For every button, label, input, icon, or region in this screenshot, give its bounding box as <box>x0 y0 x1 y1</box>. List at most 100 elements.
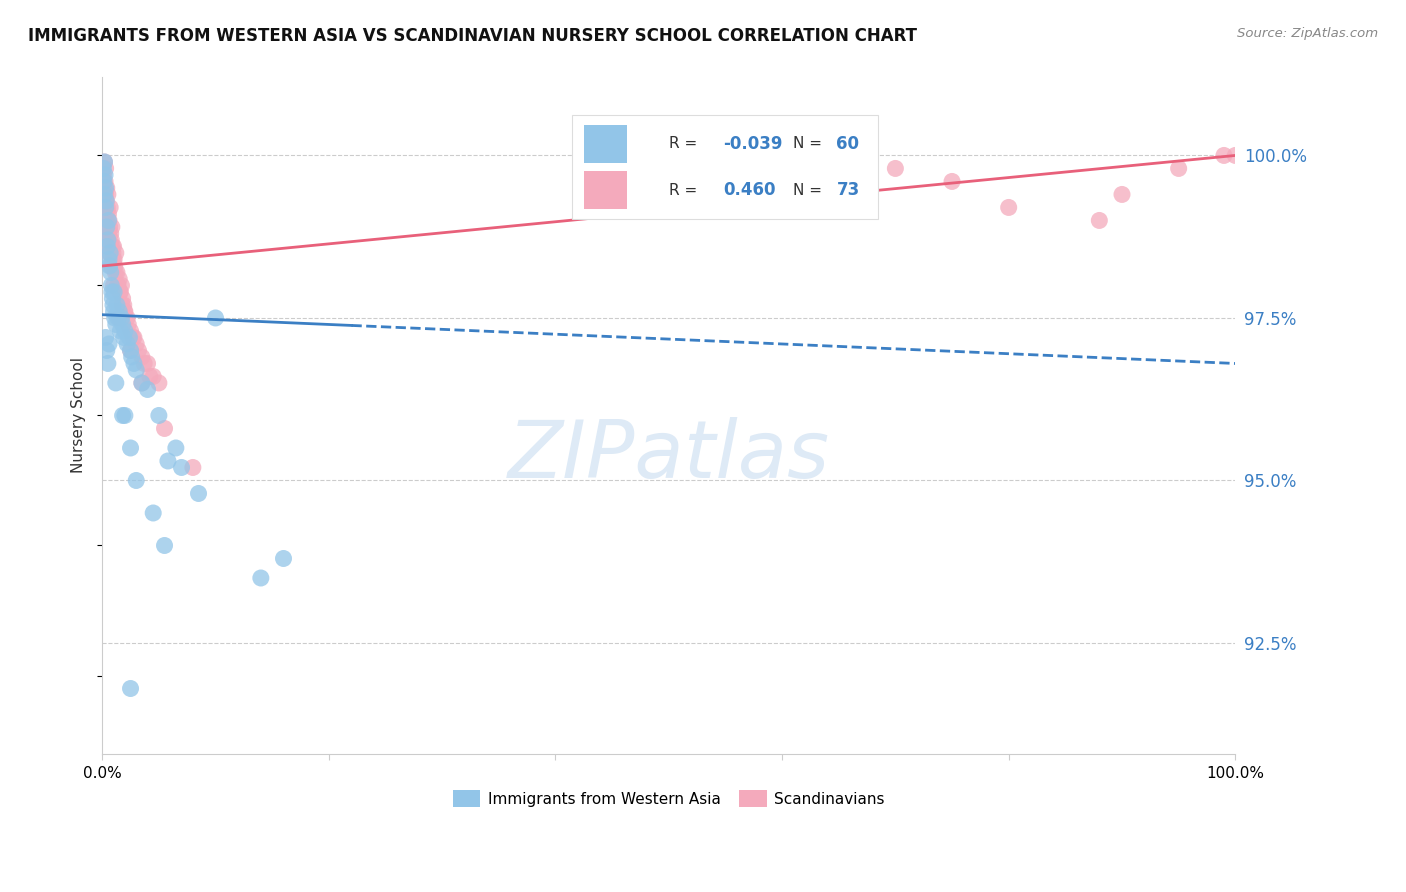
Point <box>98 201 121 215</box>
Point <box>104 259 127 273</box>
Point <box>96 207 118 221</box>
Point <box>120 681 142 696</box>
Point <box>100 239 122 253</box>
Bar <box>583 171 627 209</box>
Point <box>101 246 124 260</box>
Point <box>96 219 118 234</box>
Point <box>131 350 153 364</box>
Point <box>93 187 115 202</box>
Point <box>117 318 139 332</box>
Text: ZIPatlas: ZIPatlas <box>508 417 830 495</box>
Point <box>142 369 165 384</box>
Text: 73: 73 <box>837 181 859 199</box>
Point <box>153 539 176 553</box>
Point <box>153 421 176 435</box>
Point <box>98 219 121 234</box>
Point <box>114 409 136 423</box>
Point <box>165 441 187 455</box>
Point <box>114 324 136 338</box>
Point <box>136 383 159 397</box>
Point <box>110 310 132 325</box>
Point <box>98 252 121 267</box>
Text: IMMIGRANTS FROM WESTERN ASIA VS SCANDINAVIAN NURSERY SCHOOL CORRELATION CHART: IMMIGRANTS FROM WESTERN ASIA VS SCANDINA… <box>28 27 917 45</box>
Point <box>98 246 121 260</box>
Point <box>122 330 145 344</box>
Point <box>111 298 134 312</box>
Point <box>103 304 125 318</box>
Point <box>104 318 127 332</box>
Point <box>98 246 121 260</box>
Point <box>94 330 117 344</box>
Point <box>156 454 179 468</box>
Point <box>93 213 115 227</box>
Point <box>101 292 124 306</box>
Point <box>110 278 132 293</box>
Point <box>96 194 118 208</box>
Point <box>96 201 118 215</box>
Point <box>111 318 134 332</box>
Point <box>134 356 156 370</box>
Point <box>93 155 115 169</box>
Legend: Immigrants from Western Asia, Scandinavians: Immigrants from Western Asia, Scandinavi… <box>447 783 891 814</box>
Point <box>100 259 122 273</box>
Point <box>941 174 963 188</box>
Point <box>120 441 142 455</box>
Point <box>170 460 193 475</box>
Point <box>93 181 115 195</box>
Point <box>104 376 127 390</box>
Text: -0.039: -0.039 <box>723 135 783 153</box>
Point <box>136 356 159 370</box>
Point <box>115 337 138 351</box>
Point <box>96 194 118 208</box>
Point <box>103 239 125 253</box>
Point <box>121 350 143 364</box>
Point <box>131 376 153 390</box>
Point <box>108 285 131 299</box>
Point <box>96 343 118 358</box>
Point <box>94 161 117 176</box>
Point <box>122 356 145 370</box>
Point <box>94 201 117 215</box>
Point <box>110 324 132 338</box>
Point <box>94 194 117 208</box>
Point <box>125 474 148 488</box>
Point <box>100 278 122 293</box>
Point <box>127 343 149 358</box>
Point <box>105 298 128 312</box>
Point <box>104 246 127 260</box>
Y-axis label: Nursery School: Nursery School <box>72 358 86 474</box>
Text: R =: R = <box>669 136 697 152</box>
Point <box>181 460 204 475</box>
Point <box>104 310 127 325</box>
Point <box>125 363 148 377</box>
Point <box>118 330 141 344</box>
Point <box>93 174 115 188</box>
Point <box>187 486 209 500</box>
Point <box>93 161 115 176</box>
Point <box>98 337 121 351</box>
Point <box>94 168 117 182</box>
Point <box>107 278 129 293</box>
Point <box>94 187 117 202</box>
Point <box>1111 187 1133 202</box>
Point <box>1167 161 1189 176</box>
Point <box>884 161 907 176</box>
Point <box>115 310 138 325</box>
Point <box>96 239 118 253</box>
Point <box>139 369 162 384</box>
Text: 60: 60 <box>837 135 859 153</box>
Point <box>94 181 117 195</box>
Point <box>108 310 131 325</box>
Point <box>100 227 122 241</box>
Point <box>828 161 851 176</box>
Point <box>112 330 135 344</box>
Point <box>204 310 226 325</box>
Point <box>131 376 153 390</box>
Point <box>112 298 135 312</box>
Point <box>97 227 120 241</box>
Point <box>108 304 131 318</box>
Point <box>107 278 129 293</box>
Point <box>108 272 131 286</box>
Point <box>1225 148 1247 162</box>
Text: 0.460: 0.460 <box>723 181 776 199</box>
